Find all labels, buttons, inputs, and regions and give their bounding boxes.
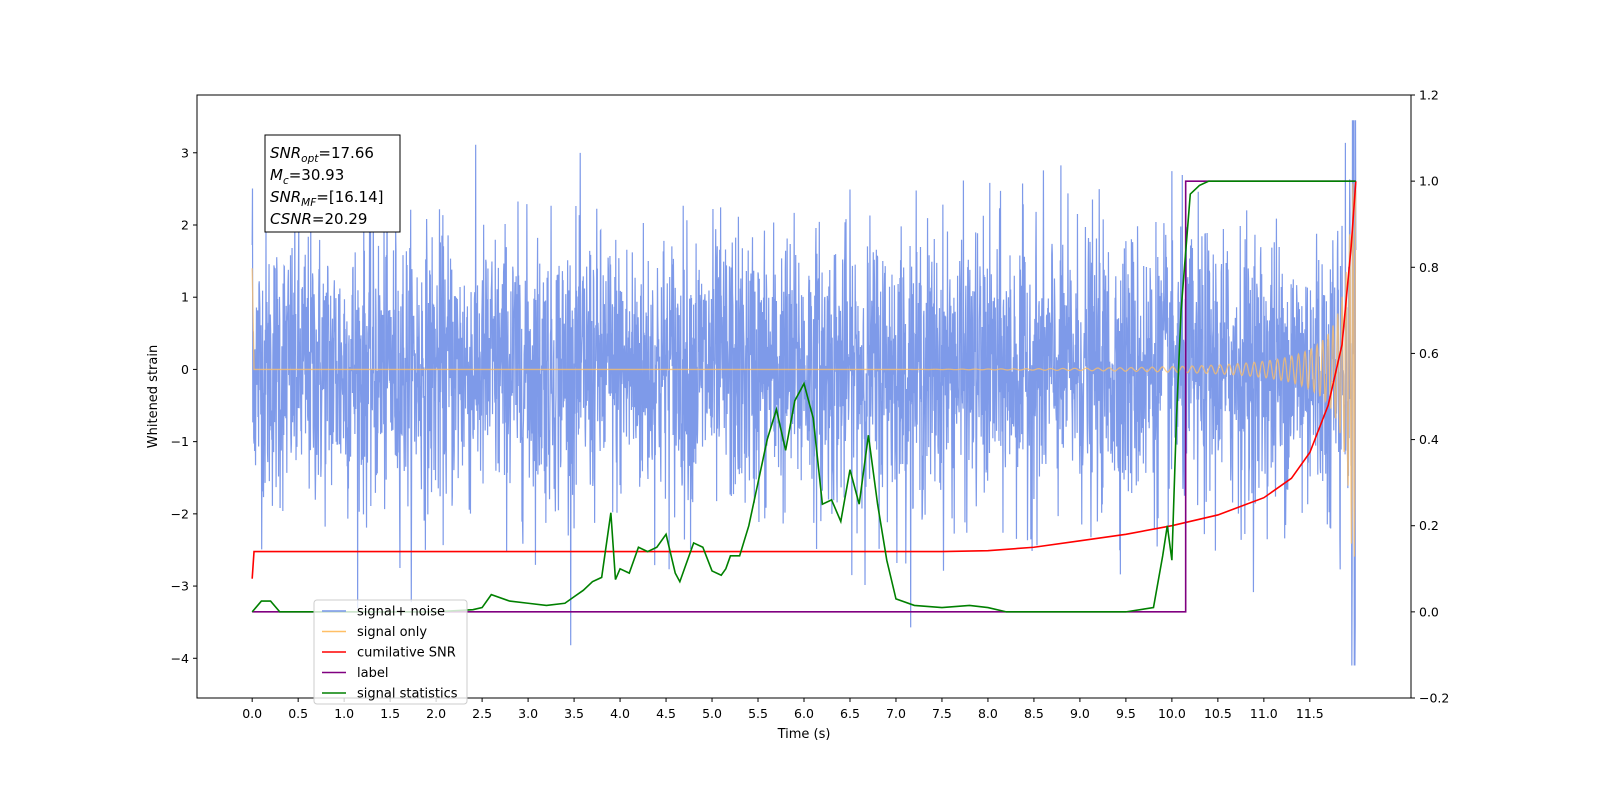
annotation-subscript: c (283, 175, 289, 187)
stats-annotation-box: SNRopt=17.66Mc=30.93SNRMF=[16.14]CSNR=20… (264, 134, 401, 233)
annotation-value: =17.66 (318, 144, 374, 162)
y2-tick-label: 0.4 (1419, 432, 1439, 447)
annotation-symbol: M (270, 166, 283, 184)
annotation-line: Mc=30.93 (270, 166, 344, 187)
annotation-value: =30.93 (289, 166, 345, 184)
x-tick-label: 5.5 (748, 706, 768, 721)
x-tick-label: 4.0 (610, 706, 630, 721)
legend-frame (313, 599, 468, 705)
y-tick-label: −3 (171, 579, 189, 594)
y-tick-label: −2 (171, 506, 189, 521)
annotation-subscript: MF (301, 197, 317, 209)
annotation-symbol: SNR (270, 144, 301, 162)
annotation-line: SNRopt=17.66 (270, 144, 374, 165)
x-axis: 0.0 0.5 1.0 1.5 2.0 2.5 3.0 3.5 4.0 4.5 5.0 5.5 6.0 6… (242, 698, 1324, 721)
legend-entry-label: cumilative SNR (357, 646, 456, 661)
x-tick-label: 10.5 (1204, 706, 1232, 721)
y2-tick-label: 1.2 (1419, 88, 1439, 103)
y2-tick-label: 0.8 (1419, 260, 1439, 275)
x-axis-label: Time (s) (777, 727, 831, 742)
series-signal-statistics (251, 180, 1356, 613)
x-tick-label: 2.0 (426, 706, 446, 721)
x-tick-label: 4.5 (656, 706, 676, 721)
x-tick-label: 7.0 (886, 706, 906, 721)
x-tick-label: 3.0 (518, 706, 538, 721)
y-tick-label: −4 (171, 651, 189, 666)
series-signal-noise (251, 120, 1357, 666)
legend-entry-label: signal+ noise (357, 605, 445, 620)
y-tick-label: 1 (181, 290, 189, 305)
y-axis-left: 3 2 1 0 −1 −2 −3 −4 (171, 145, 197, 666)
legend-entry-label: label (357, 666, 388, 681)
annotation-value: =[16.14] (316, 188, 383, 206)
legend: signal+ noise signal only cumilative SNR la… (313, 599, 468, 705)
y-tick-label: −1 (171, 434, 189, 449)
annotation-symbol: CSNR (270, 210, 312, 228)
annotation-value: =20.29 (312, 210, 368, 228)
y2-tick-label: 0.0 (1419, 604, 1439, 619)
annotation-line: SNRMF=[16.14] (270, 188, 384, 209)
x-tick-label: 11.0 (1250, 706, 1278, 721)
y-tick-label: 3 (181, 145, 189, 160)
x-tick-label: 1.0 (334, 706, 354, 721)
x-tick-label: 9.5 (1116, 706, 1136, 721)
x-tick-label: 9.0 (1070, 706, 1090, 721)
x-tick-label: 8.5 (1024, 706, 1044, 721)
y2-tick-label: −0.2 (1419, 691, 1449, 706)
annotation-frame (264, 134, 401, 233)
x-tick-label: 6.5 (840, 706, 860, 721)
y2-tick-label: 1.0 (1419, 174, 1439, 189)
x-tick-label: 11.5 (1296, 706, 1324, 721)
x-tick-label: 6.0 (794, 706, 814, 721)
y2-tick-label: 0.2 (1419, 518, 1439, 533)
series-cumulative-snr (251, 181, 1357, 579)
y-axis-right: 1.2 1.0 0.8 0.6 0.4 0.2 0.0 −0.2 (1411, 88, 1449, 706)
legend-entry-label: signal statistics (357, 687, 458, 702)
x-tick-label: 1.5 (380, 706, 400, 721)
x-tick-label: 3.5 (564, 706, 584, 721)
y-tick-label: 2 (181, 217, 189, 232)
x-tick-label: 0.5 (288, 706, 308, 721)
series-layer (251, 120, 1357, 666)
x-tick-label: 0.0 (242, 706, 262, 721)
y-tick-label: 0 (181, 362, 189, 377)
x-tick-label: 5.0 (702, 706, 722, 721)
y-axis-label: Whitened strain (146, 345, 161, 448)
annotation-symbol: SNR (270, 188, 301, 206)
series-signal-only (251, 183, 1357, 557)
annotation-line: CSNR=20.29 (270, 210, 367, 228)
x-tick-label: 7.5 (932, 706, 952, 721)
x-tick-label: 10.0 (1158, 706, 1186, 721)
y2-tick-label: 0.6 (1419, 346, 1439, 361)
legend-entry-label: signal only (357, 625, 427, 640)
x-tick-label: 2.5 (472, 706, 492, 721)
x-tick-label: 8.0 (978, 706, 998, 721)
annotation-subscript: opt (301, 153, 319, 165)
